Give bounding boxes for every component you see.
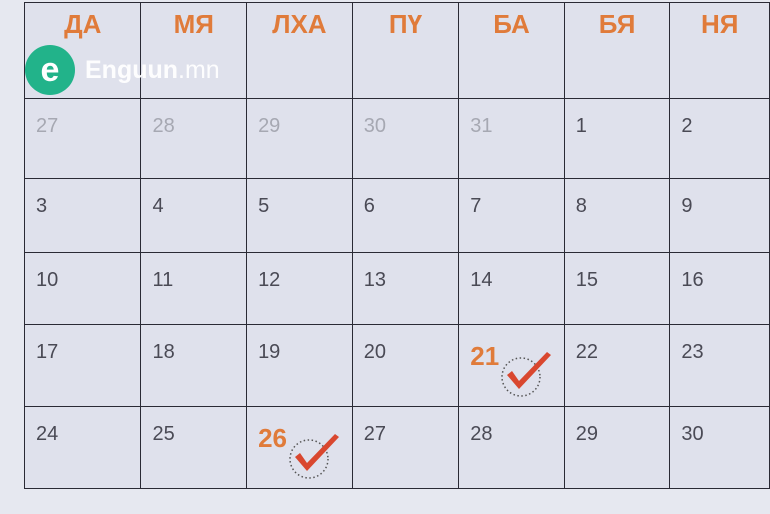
day-cell[interactable]: 7 bbox=[458, 178, 565, 253]
calendar-grid: ДА МЯ ЛХА ПҮ БА БЯ НЯ 27 28 29 30 31 1 2 3 4 5 6 7 8 9 10 11 1… bbox=[23, 2, 770, 489]
day-number: 28 bbox=[470, 423, 493, 445]
day-cell[interactable]: 31 bbox=[458, 98, 565, 179]
day-cell[interactable]: 29 bbox=[563, 406, 671, 489]
day-number: 31 bbox=[470, 115, 493, 137]
day-number: 4 bbox=[152, 195, 164, 217]
day-number: 17 bbox=[36, 341, 59, 363]
day-number: 3 bbox=[36, 195, 48, 217]
day-cell[interactable]: 6 bbox=[351, 178, 460, 253]
day-number: 13 bbox=[363, 269, 386, 291]
day-cell[interactable]: 5 bbox=[246, 178, 353, 253]
day-cell[interactable]: 2 bbox=[669, 98, 770, 179]
day-number: 19 bbox=[258, 341, 281, 363]
day-number: 24 bbox=[36, 423, 59, 445]
day-cell[interactable]: 28 bbox=[458, 406, 565, 489]
day-cell[interactable]: 21 bbox=[458, 324, 565, 407]
weekday-header: НЯ bbox=[669, 2, 770, 99]
day-number: 15 bbox=[575, 269, 599, 291]
day-number: 9 bbox=[681, 195, 693, 217]
weekday-header: ЛХА bbox=[246, 2, 353, 99]
day-cell[interactable]: 16 bbox=[669, 252, 770, 325]
day-number: 27 bbox=[36, 115, 59, 137]
day-number: 6 bbox=[363, 195, 375, 217]
day-number: 26 bbox=[258, 423, 287, 453]
week-row: 3 4 5 6 7 8 9 bbox=[23, 178, 770, 253]
day-number: 29 bbox=[258, 115, 281, 137]
day-cell[interactable]: 23 bbox=[669, 324, 770, 407]
day-cell[interactable]: 24 bbox=[23, 406, 142, 489]
day-number: 30 bbox=[681, 423, 704, 445]
day-number: 5 bbox=[258, 195, 270, 217]
day-number: 16 bbox=[681, 269, 704, 291]
day-number: 25 bbox=[152, 423, 175, 445]
day-number: 18 bbox=[152, 341, 175, 363]
week-row: 17 18 19 20 21 22 23 bbox=[23, 324, 770, 407]
checkmark-icon bbox=[289, 434, 340, 479]
day-number: 28 bbox=[152, 115, 175, 137]
day-cell[interactable]: 13 bbox=[351, 252, 460, 325]
day-number: 21 bbox=[470, 341, 500, 371]
day-cell[interactable]: 10 bbox=[23, 252, 142, 325]
logo-icon: e bbox=[25, 45, 75, 95]
day-cell[interactable]: 30 bbox=[351, 98, 460, 179]
day-number: 23 bbox=[681, 341, 704, 363]
week-row: 27 28 29 30 31 1 2 bbox=[23, 98, 770, 179]
day-number: 22 bbox=[575, 341, 599, 363]
day-cell[interactable]: 12 bbox=[246, 252, 353, 325]
weekday-header: БЯ bbox=[563, 2, 671, 99]
day-cell[interactable]: 22 bbox=[563, 324, 671, 407]
checkmark-icon bbox=[501, 352, 552, 397]
day-number: 2 bbox=[681, 115, 693, 137]
day-cell[interactable]: 14 bbox=[458, 252, 565, 325]
logo-watermark: e Enguun.mn bbox=[25, 45, 220, 95]
day-cell[interactable]: 4 bbox=[140, 178, 248, 253]
day-cell[interactable]: 27 bbox=[23, 98, 142, 179]
day-cell[interactable]: 17 bbox=[23, 324, 142, 407]
day-cell[interactable]: 25 bbox=[140, 406, 248, 489]
day-cell[interactable]: 18 bbox=[140, 324, 248, 407]
day-number: 7 bbox=[470, 195, 482, 217]
day-number: 27 bbox=[363, 423, 386, 445]
day-cell[interactable]: 15 bbox=[563, 252, 671, 325]
day-cell[interactable]: 9 bbox=[669, 178, 770, 253]
day-cell[interactable]: 11 bbox=[140, 252, 248, 325]
day-cell[interactable]: 27 bbox=[351, 406, 460, 489]
week-row: 24 25 26 27 28 29 30 bbox=[23, 406, 770, 489]
day-cell[interactable]: 8 bbox=[563, 178, 671, 253]
weekday-header: БА bbox=[458, 2, 565, 99]
day-cell[interactable]: 30 bbox=[669, 406, 770, 489]
day-cell[interactable]: 28 bbox=[140, 98, 248, 179]
day-number: 30 bbox=[363, 115, 386, 137]
day-cell[interactable]: 1 bbox=[563, 98, 671, 179]
day-cell[interactable]: 29 bbox=[246, 98, 353, 179]
week-row: 10 11 12 13 14 15 16 bbox=[23, 252, 770, 325]
day-cell[interactable]: 26 bbox=[246, 406, 353, 489]
day-number: 14 bbox=[470, 269, 493, 291]
day-number: 10 bbox=[36, 269, 59, 291]
day-number: 20 bbox=[363, 341, 386, 363]
day-cell[interactable]: 19 bbox=[246, 324, 353, 407]
day-cell[interactable]: 3 bbox=[23, 178, 142, 253]
day-number: 1 bbox=[575, 115, 587, 137]
day-number: 11 bbox=[152, 269, 174, 291]
day-number: 29 bbox=[575, 423, 599, 445]
weekday-header: ПҮ bbox=[351, 2, 460, 99]
day-cell[interactable]: 20 bbox=[351, 324, 460, 407]
day-number: 12 bbox=[258, 269, 281, 291]
day-number: 8 bbox=[575, 195, 587, 217]
logo-text: Enguun.mn bbox=[85, 55, 220, 84]
